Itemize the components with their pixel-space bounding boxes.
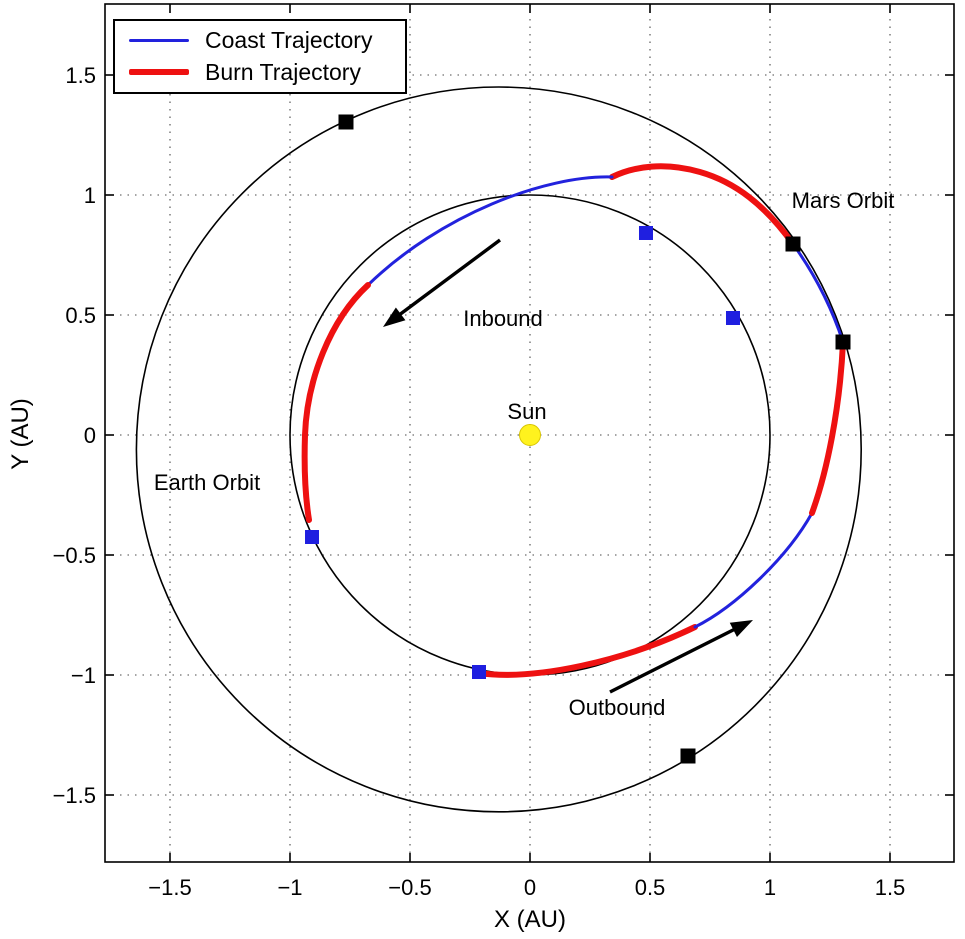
outbound-arrowhead	[729, 619, 754, 638]
burn-trajectory-segment	[476, 624, 698, 678]
coast-trajectory-segment	[366, 175, 614, 287]
sun-marker	[519, 424, 541, 446]
x-tick-label: 0.5	[635, 875, 666, 900]
earth-position-marker	[725, 311, 740, 325]
coast-line-sample	[129, 39, 189, 43]
x-tick-label: −1.5	[148, 875, 191, 900]
mars-position-marker	[680, 748, 696, 764]
mars-position-marker	[835, 334, 851, 350]
burn-trajectory-segment	[609, 163, 796, 248]
burn-trajectory-segment	[301, 282, 371, 524]
y-axis-label: Y (AU)	[7, 398, 34, 470]
x-tick-label: 1.5	[875, 875, 906, 900]
y-tick-label: −0.5	[53, 543, 96, 568]
mars-position-marker	[338, 114, 354, 130]
earth-orbit-label: Earth Orbit	[154, 470, 260, 495]
coast-trajectory-segment	[693, 511, 814, 629]
outbound-label: Outbound	[569, 695, 666, 720]
mars-orbit-circle	[135, 86, 862, 813]
y-tick-label: 1.5	[65, 63, 96, 88]
inbound-arrow-line	[393, 238, 502, 321]
x-tick-label: −1	[277, 875, 302, 900]
x-tick-label: 0	[524, 875, 536, 900]
earth-position-marker	[305, 530, 320, 544]
sun-label: Sun	[507, 399, 546, 424]
y-tick-label: −1	[71, 663, 96, 688]
x-tick-label: −0.5	[388, 875, 431, 900]
inbound-arrowhead	[383, 307, 406, 327]
outbound-arrow-line	[609, 624, 742, 694]
inbound-label: Inbound	[463, 306, 543, 331]
x-axis-label: X (AU)	[494, 906, 566, 933]
x-tick-label: 1	[764, 875, 776, 900]
legend-label-burn: Burn Trajectory	[205, 58, 361, 85]
legend-item-coast: Coast Trajectory	[115, 29, 405, 52]
legend-item-burn: Burn Trajectory	[115, 58, 405, 85]
y-tick-label: −1.5	[53, 783, 96, 808]
legend-label-coast: Coast Trajectory	[205, 27, 373, 54]
mars-orbit-label: Mars Orbit	[792, 188, 895, 213]
y-tick-label: 0.5	[65, 303, 96, 328]
mars-position-marker	[785, 236, 801, 252]
burn-line-sample	[129, 69, 189, 76]
burn-trajectory-segment	[809, 339, 847, 516]
y-tick-label: 0	[84, 423, 96, 448]
earth-position-marker	[472, 665, 486, 679]
legend: Coast Trajectory Burn Trajectory	[113, 19, 407, 94]
earth-position-marker	[638, 225, 653, 240]
y-tick-label: 1	[84, 183, 96, 208]
